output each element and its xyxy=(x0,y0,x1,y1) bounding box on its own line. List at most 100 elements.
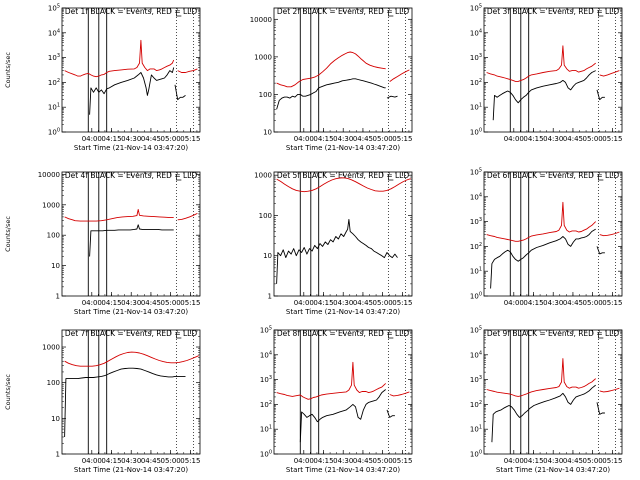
y-tick-label: 101 xyxy=(470,103,482,112)
plot-frame xyxy=(61,329,201,455)
lld-series-line xyxy=(599,231,620,237)
y-tick-label: 100 xyxy=(470,450,482,459)
lld-series-line xyxy=(177,68,198,73)
y-tick-label: 104 xyxy=(260,350,272,359)
interval-bracket-mark xyxy=(175,10,182,17)
plot-area xyxy=(486,8,620,132)
lld-series-line xyxy=(177,212,198,221)
x-tick-label: 05:15 xyxy=(392,135,412,143)
y-tick-label: 103 xyxy=(470,217,482,226)
x-tick-label: 05:15 xyxy=(602,299,622,307)
events-series-line xyxy=(492,70,596,121)
y-tick-label: 102 xyxy=(260,400,272,409)
y-tick-label: 104 xyxy=(470,350,482,359)
lld-series-line xyxy=(486,201,597,242)
events-series-line xyxy=(299,389,386,443)
x-tick-label: 05:00 xyxy=(373,457,393,465)
lld-series-line xyxy=(276,177,411,193)
x-tick-label: 04:45 xyxy=(353,457,373,465)
x-tick-label: 04:30 xyxy=(333,457,353,465)
y-tick-label: 1 xyxy=(56,451,60,459)
y-tick-label: 1 xyxy=(268,293,272,301)
events-series-line xyxy=(491,384,596,443)
y-tick-label: 105 xyxy=(470,4,482,13)
interval-bracket-mark xyxy=(387,174,394,181)
y-tick-label: 102 xyxy=(470,78,482,87)
interval-bracket-mark xyxy=(175,174,182,181)
x-tick-label: 04:45 xyxy=(353,299,373,307)
plot-area xyxy=(64,8,198,132)
x-tick-label: 04:15 xyxy=(523,135,543,143)
x-tick-label: 05:00 xyxy=(583,299,603,307)
x-axis-label: Start Time (21-Nov-14 03:47:20) xyxy=(286,466,400,474)
y-axis-label: Counts/sec xyxy=(4,216,12,252)
events-series-line xyxy=(490,228,596,289)
y-tick-label: 10 xyxy=(263,129,272,137)
plot-area xyxy=(486,172,620,296)
x-axis-label: Start Time (21-Nov-14 03:47:20) xyxy=(74,308,188,316)
y-tick-label: 10000 xyxy=(38,171,60,179)
x-tick-label: 05:00 xyxy=(161,135,181,143)
x-tick-label: 05:00 xyxy=(373,299,393,307)
y-axis-label: Counts/sec xyxy=(4,52,12,88)
x-tick-label: 04:00 xyxy=(82,457,102,465)
x-tick-label: 04:15 xyxy=(101,457,121,465)
events-series-line xyxy=(89,224,174,257)
events-series-line xyxy=(596,402,605,415)
plot-frame xyxy=(483,329,623,455)
events-series-line xyxy=(64,367,186,438)
interval-bracket-mark xyxy=(597,332,604,339)
x-tick-label: 04:15 xyxy=(313,457,333,465)
x-tick-label: 05:00 xyxy=(583,135,603,143)
events-series-line xyxy=(386,409,395,418)
events-series-line xyxy=(596,89,605,101)
x-tick-label: 05:00 xyxy=(373,135,393,143)
y-tick-label: 102 xyxy=(470,242,482,251)
x-tick-label: 04:00 xyxy=(294,299,314,307)
events-series-line xyxy=(174,84,186,101)
y-tick-label: 101 xyxy=(470,267,482,276)
x-tick-label: 04:00 xyxy=(82,299,102,307)
y-tick-label: 105 xyxy=(260,326,272,335)
chart-panel-6: Det 6f BLACK = Events, RED = LLD10010110… xyxy=(470,168,623,308)
chart-panel-1: Det 1f BLACK = Events, RED = LLDCounts/s… xyxy=(4,4,200,153)
x-tick-label: 05:00 xyxy=(161,299,181,307)
x-tick-label: 04:45 xyxy=(563,299,583,307)
lld-series-line xyxy=(389,391,410,397)
y-tick-label: 105 xyxy=(470,326,482,335)
plot-area xyxy=(276,330,410,454)
x-tick-label: 05:15 xyxy=(392,299,412,307)
x-tick-label: 04:15 xyxy=(101,135,121,143)
x-tick-label: 04:15 xyxy=(523,299,543,307)
y-tick-label: 101 xyxy=(48,103,60,112)
lld-series-line xyxy=(64,351,199,367)
plot-area xyxy=(276,172,411,296)
x-axis-label: Start Time (21-Nov-14 03:47:20) xyxy=(286,308,400,316)
x-tick-label: 04:30 xyxy=(333,135,353,143)
y-tick-label: 103 xyxy=(260,375,272,384)
y-tick-label: 104 xyxy=(470,28,482,37)
x-tick-label: 05:00 xyxy=(161,457,181,465)
interval-bracket-mark xyxy=(387,332,394,339)
y-tick-label: 105 xyxy=(48,4,60,13)
y-tick-label: 104 xyxy=(48,28,60,37)
lld-series-line xyxy=(486,45,596,82)
x-tick-label: 04:30 xyxy=(543,457,563,465)
plot-area xyxy=(276,8,410,132)
x-tick-label: 04:45 xyxy=(141,299,161,307)
y-tick-label: 10 xyxy=(51,262,60,270)
chart-panel-7: Det 7f BLACK = Events, RED = LLDCounts/s… xyxy=(4,329,200,474)
y-tick-label: 1000 xyxy=(42,344,60,352)
y-tick-label: 100 xyxy=(470,128,482,137)
events-series-line xyxy=(276,218,398,284)
y-tick-label: 105 xyxy=(470,168,482,177)
x-axis-label: Start Time (21-Nov-14 03:47:20) xyxy=(74,144,188,152)
y-tick-label: 1000 xyxy=(42,201,60,209)
x-tick-label: 04:00 xyxy=(294,135,314,143)
x-tick-label: 04:30 xyxy=(333,299,353,307)
interval-bracket-mark xyxy=(597,10,604,17)
plot-area xyxy=(64,330,199,454)
y-tick-label: 1000 xyxy=(254,172,272,180)
chart-panel-3: Det 3f BLACK = Events, RED = LLD10010110… xyxy=(470,4,623,144)
